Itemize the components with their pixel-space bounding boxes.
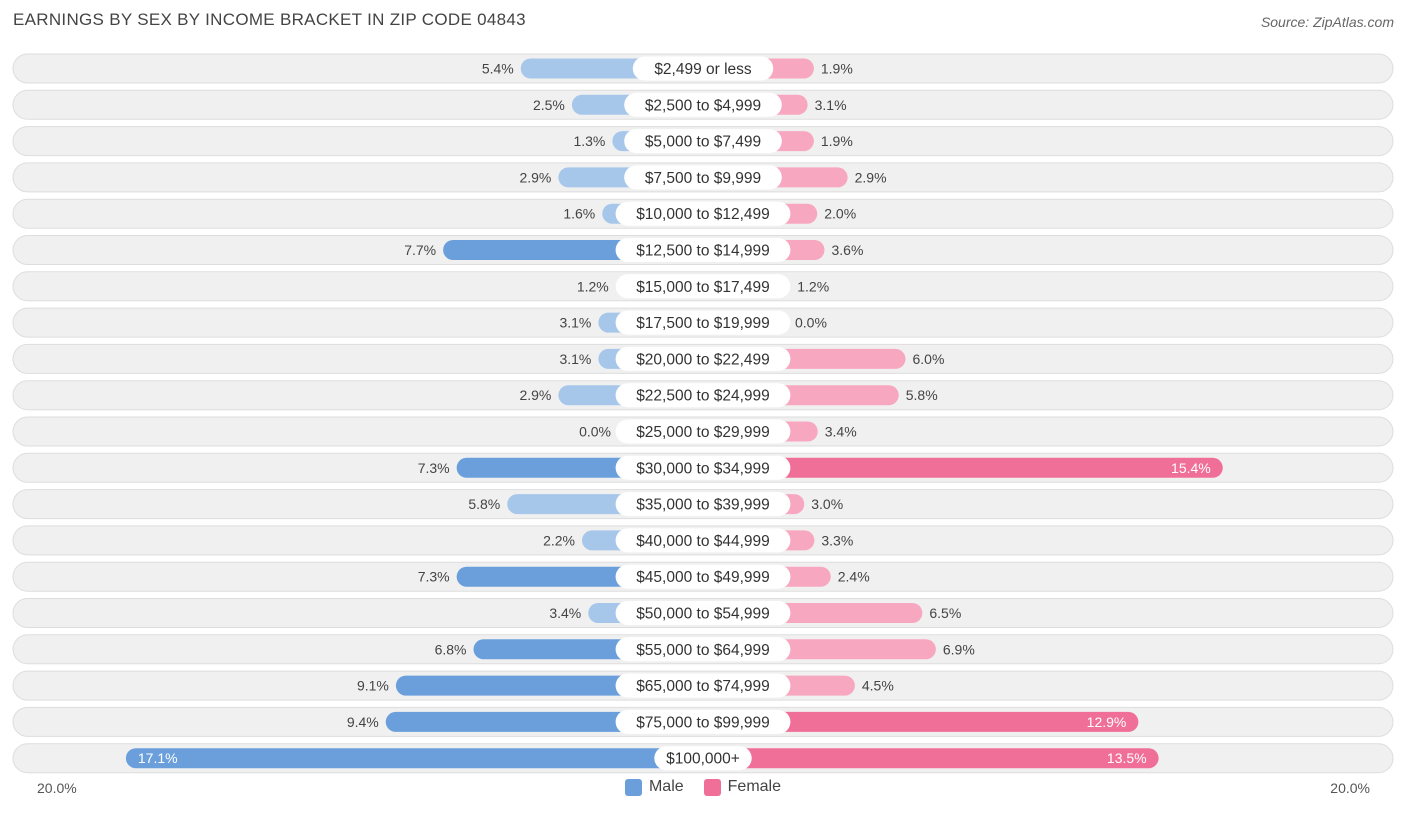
category-label-bg	[615, 528, 791, 553]
category-label: $35,000 to $39,999	[636, 497, 770, 514]
male-value-label: 0.0%	[579, 424, 611, 440]
category-label: $30,000 to $34,999	[636, 460, 770, 477]
female-value-label: 6.5%	[929, 605, 961, 621]
category-label-bg	[615, 709, 791, 734]
legend-swatch-female	[703, 778, 721, 796]
category-label: $25,000 to $29,999	[636, 424, 770, 441]
female-bar	[703, 711, 1139, 732]
female-value-label: 13.5%	[1107, 750, 1147, 766]
female-value-label: 2.4%	[838, 569, 870, 585]
category-label: $20,000 to $22,499	[636, 351, 770, 368]
axis-left-label: 20.0%	[37, 780, 77, 796]
male-bar	[125, 748, 703, 769]
female-value-label: 2.0%	[824, 206, 856, 222]
female-value-label: 3.1%	[815, 97, 847, 113]
female-value-label: 3.3%	[821, 532, 853, 548]
male-value-label: 9.4%	[347, 714, 379, 730]
female-value-label: 6.0%	[913, 351, 945, 367]
category-label-bg	[615, 274, 791, 299]
male-value-label: 1.3%	[573, 133, 605, 149]
female-bar	[703, 457, 1223, 478]
category-label: $65,000 to $74,999	[636, 678, 770, 695]
chart-title: EARNINGS BY SEX BY INCOME BRACKET IN ZIP…	[13, 10, 526, 29]
female-value-label: 5.8%	[906, 387, 938, 403]
category-label: $100,000+	[666, 751, 740, 768]
category-label-bg	[624, 129, 782, 154]
category-label-bg	[615, 455, 791, 480]
male-value-label: 2.2%	[543, 532, 575, 548]
category-label: $15,000 to $17,499	[636, 279, 770, 296]
category-label-bg	[615, 673, 791, 698]
male-value-label: 2.9%	[519, 387, 551, 403]
legend-label-male: Male	[648, 778, 684, 795]
axis-right-label: 20.0%	[1330, 780, 1370, 796]
male-value-label: 2.9%	[519, 169, 551, 185]
category-label: $5,000 to $7,499	[645, 134, 761, 151]
category-label-bg	[632, 56, 774, 81]
female-value-label: 0.0%	[795, 315, 827, 331]
male-value-label: 5.4%	[482, 61, 514, 77]
category-label-bg	[615, 383, 791, 408]
category-label-bg	[615, 419, 791, 444]
category-label-bg	[654, 746, 752, 771]
category-label-bg	[615, 346, 791, 371]
category-label: $17,500 to $19,999	[636, 315, 770, 332]
category-label: $55,000 to $64,999	[636, 642, 770, 659]
male-value-label: 1.6%	[563, 206, 595, 222]
category-label: $2,499 or less	[654, 61, 752, 78]
male-value-label: 2.5%	[533, 97, 565, 113]
female-value-label: 15.4%	[1171, 460, 1211, 476]
legend-item-male: Male	[624, 778, 684, 796]
female-value-label: 6.9%	[943, 641, 975, 657]
legend: Male Female	[0, 778, 1406, 796]
source-label: Source: ZipAtlas.com	[1260, 14, 1394, 30]
category-label: $40,000 to $44,999	[636, 533, 770, 550]
male-value-label: 3.1%	[559, 351, 591, 367]
male-value-label: 1.2%	[577, 278, 609, 294]
category-label: $45,000 to $49,999	[636, 569, 770, 586]
legend-swatch-male	[624, 778, 642, 796]
category-label-bg	[615, 310, 791, 335]
female-value-label: 3.6%	[832, 242, 864, 258]
male-value-label: 3.1%	[559, 315, 591, 331]
category-label-bg	[615, 564, 791, 589]
female-value-label: 1.2%	[797, 278, 829, 294]
category-label-bg	[624, 92, 782, 117]
male-value-label: 5.8%	[468, 496, 500, 512]
legend-label-female: Female	[727, 778, 782, 795]
female-value-label: 4.5%	[862, 678, 894, 694]
category-label-bg	[624, 165, 782, 190]
female-value-label: 1.9%	[821, 61, 853, 77]
category-label-bg	[615, 637, 791, 662]
female-value-label: 1.9%	[821, 133, 853, 149]
female-value-label: 12.9%	[1087, 714, 1127, 730]
category-label: $10,000 to $12,499	[636, 206, 770, 223]
category-label: $7,500 to $9,999	[645, 170, 761, 187]
category-label-bg	[615, 601, 791, 625]
male-value-label: 9.1%	[357, 678, 389, 694]
category-label: $2,500 to $4,999	[645, 97, 761, 114]
male-value-label: 17.1%	[138, 750, 178, 766]
category-label-bg	[615, 201, 791, 226]
legend-item-female: Female	[703, 778, 782, 796]
female-value-label: 3.0%	[811, 496, 843, 512]
category-label-bg	[615, 238, 791, 262]
female-value-label: 2.9%	[855, 169, 887, 185]
male-value-label: 7.7%	[404, 242, 436, 258]
male-value-label: 6.8%	[435, 641, 467, 657]
female-bar	[703, 748, 1159, 769]
female-value-label: 3.4%	[825, 424, 857, 440]
male-value-label: 7.3%	[418, 460, 450, 476]
male-value-label: 3.4%	[549, 605, 581, 621]
category-label-bg	[615, 492, 791, 517]
category-label: $22,500 to $24,999	[636, 388, 770, 405]
category-label: $12,500 to $14,999	[636, 243, 770, 260]
male-value-label: 7.3%	[418, 569, 450, 585]
category-label: $75,000 to $99,999	[636, 714, 770, 731]
category-label: $50,000 to $54,999	[636, 606, 770, 623]
